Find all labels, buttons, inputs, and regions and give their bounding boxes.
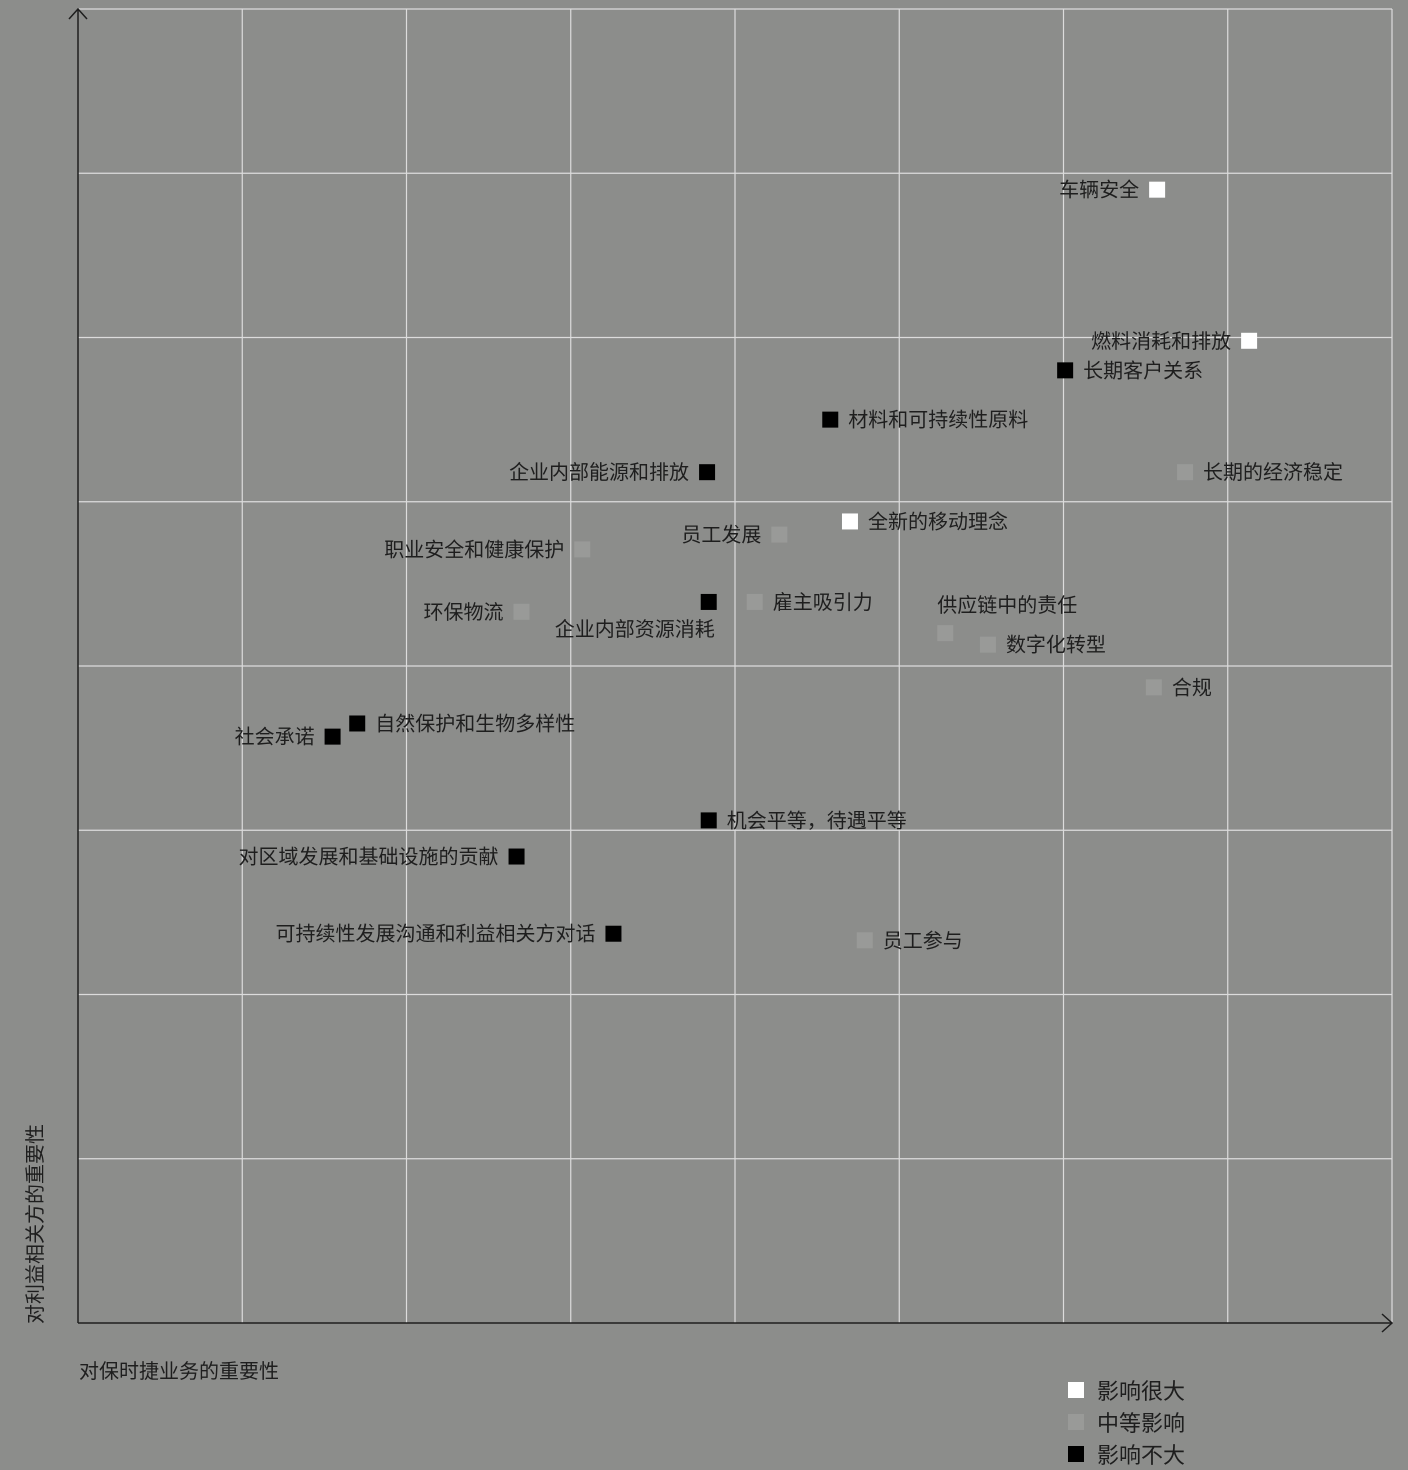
point-marker-medium: [574, 541, 591, 558]
point-label: 可持续性发展沟通和利益相关方对话: [275, 922, 595, 946]
data-point: 全新的移动理念: [841, 509, 1008, 533]
point-label: 社会承诺: [235, 725, 315, 749]
point-label: 员工参与: [883, 928, 963, 952]
point-label: 企业内部能源和排放: [509, 460, 689, 484]
data-point: 雇主吸引力: [746, 590, 873, 614]
data-point: 燃料消耗和排放: [1091, 329, 1258, 353]
point-marker-medium: [1177, 464, 1194, 481]
data-point: 可持续性发展沟通和利益相关方对话: [275, 922, 622, 946]
point-marker-medium: [979, 636, 996, 653]
data-point: 自然保护和生物多样性: [349, 711, 575, 735]
legend-item-high: 影响很大: [1068, 1374, 1185, 1406]
y-axis-arrow-icon: [68, 7, 88, 20]
point-label: 合规: [1172, 675, 1212, 699]
axes: [68, 7, 1394, 1333]
point-label: 企业内部资源消耗: [555, 617, 715, 641]
point-marker-medium: [771, 526, 788, 543]
point-marker-low: [324, 728, 341, 745]
legend-label-high: 影响很大: [1097, 1380, 1186, 1405]
point-marker-low: [700, 593, 717, 610]
point-marker-medium: [856, 932, 873, 949]
point-label: 对区域发展和基础设施的贡献: [239, 845, 499, 869]
point-label: 职业安全和健康保护: [384, 537, 564, 561]
point-label: 供应链中的责任: [937, 593, 1077, 617]
point-label: 长期的经济稳定: [1203, 460, 1343, 484]
point-label: 雇主吸引力: [773, 590, 873, 614]
legend-label-low: 影响不大: [1097, 1444, 1186, 1469]
grid: [78, 8, 1393, 1323]
point-label: 机会平等，待遇平等: [727, 808, 907, 832]
point-marker-medium: [513, 603, 530, 620]
legend: 影响很大 中等影响 影响不大: [1068, 1374, 1185, 1470]
point-marker-low: [605, 925, 622, 942]
point-marker-medium: [746, 593, 763, 610]
point-label: 数字化转型: [1006, 633, 1106, 657]
point-label: 全新的移动理念: [868, 509, 1008, 533]
point-label: 环保物流: [423, 600, 503, 624]
data-point: 合规: [1145, 675, 1212, 699]
point-label: 员工发展: [681, 523, 761, 547]
data-point: 社会承诺: [235, 725, 341, 749]
legend-label-medium: 中等影响: [1097, 1412, 1186, 1437]
data-point: 材料和可持续性原料: [822, 408, 1028, 432]
point-label: 材料和可持续性原料: [848, 408, 1028, 432]
data-point: 环保物流: [423, 600, 530, 624]
data-point: 职业安全和健康保护: [384, 537, 591, 561]
data-point: 员工参与: [856, 928, 963, 952]
point-label: 车辆安全: [1059, 178, 1139, 202]
point-marker-low: [822, 411, 839, 428]
point-label: 燃料消耗和排放: [1091, 329, 1231, 353]
data-point: 长期客户关系: [1057, 358, 1203, 382]
data-point: 企业内部能源和排放: [509, 460, 716, 484]
point-marker-medium: [1145, 679, 1162, 696]
y-axis-title: 对利益相关方的重要性: [23, 1124, 47, 1324]
point-marker-medium: [937, 625, 954, 642]
point-marker-low: [1057, 362, 1074, 379]
x-axis-title: 对保时捷业务的重要性: [79, 1359, 279, 1383]
point-marker-low: [508, 848, 525, 865]
data-point: 机会平等，待遇平等: [700, 808, 907, 832]
legend-item-medium: 中等影响: [1068, 1406, 1185, 1438]
data-point: 车辆安全: [1059, 178, 1166, 202]
point-marker-high: [841, 513, 858, 530]
data-point: 员工发展: [681, 523, 788, 547]
data-point: 企业内部资源消耗: [555, 593, 717, 641]
data-point: 长期的经济稳定: [1177, 460, 1343, 484]
point-label: 自然保护和生物多样性: [375, 711, 575, 735]
point-marker-low: [349, 715, 366, 732]
point-marker-low: [700, 812, 717, 829]
data-point: 对区域发展和基础设施的贡献: [239, 845, 525, 869]
data-point: 数字化转型: [979, 633, 1106, 657]
x-axis-arrow-icon: [1381, 1313, 1394, 1333]
legend-item-low: 影响不大: [1068, 1438, 1185, 1470]
legend-swatch-high: [1068, 1382, 1084, 1398]
legend-swatch-low: [1068, 1446, 1084, 1462]
point-marker-high: [1149, 181, 1166, 198]
point-marker-low: [699, 464, 716, 481]
data-point: 供应链中的责任: [937, 593, 1077, 642]
point-marker-high: [1241, 332, 1258, 349]
legend-swatch-medium: [1068, 1414, 1084, 1430]
point-label: 长期客户关系: [1083, 358, 1203, 382]
